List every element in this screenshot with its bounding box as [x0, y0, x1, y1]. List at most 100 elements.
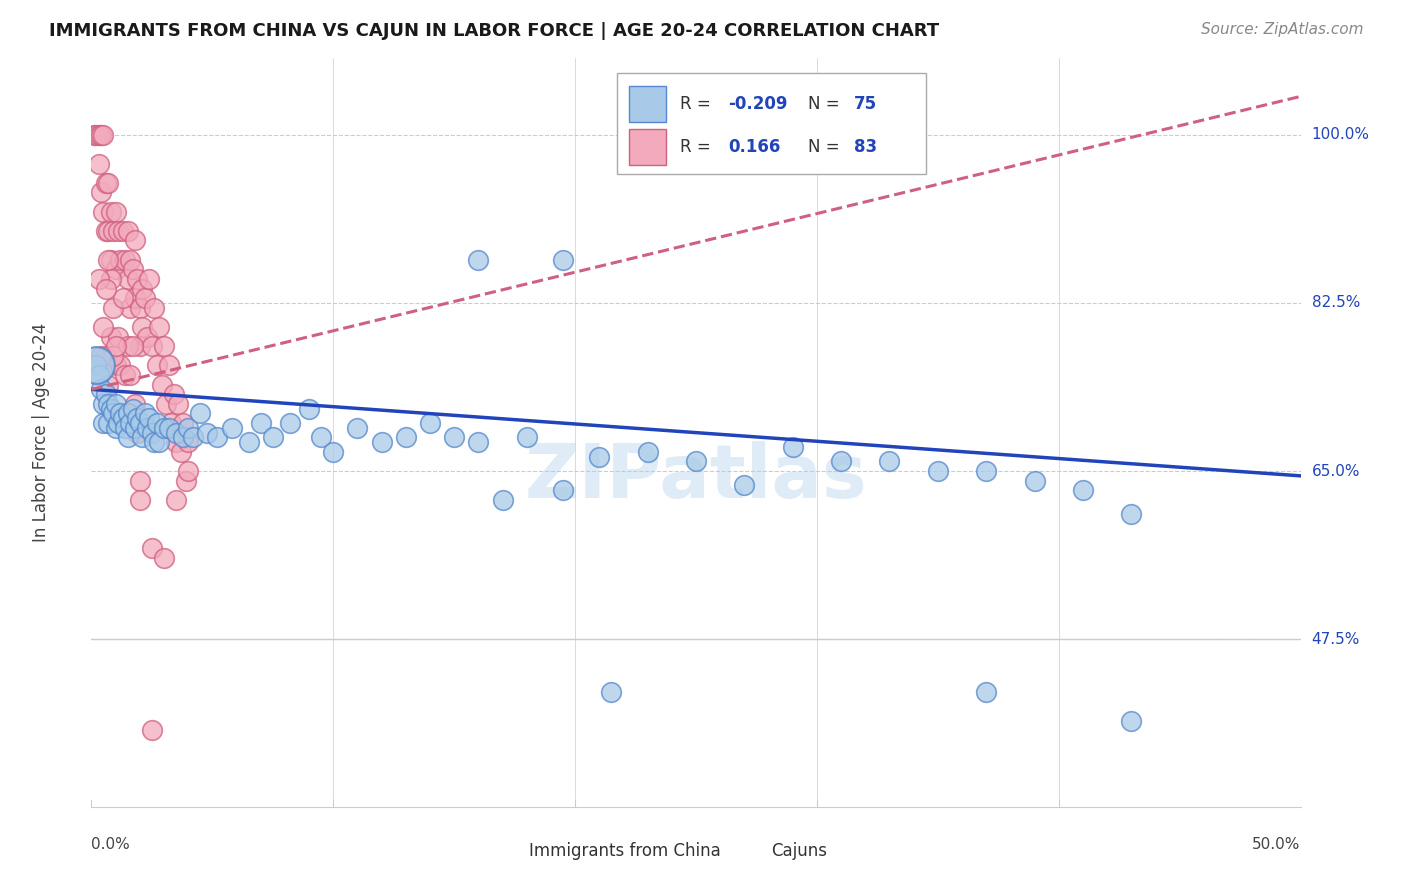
Text: 0.0%: 0.0% — [91, 838, 131, 852]
Point — [491, 492, 513, 507]
Point — [1121, 714, 1143, 728]
Point — [110, 406, 132, 420]
Point — [94, 349, 117, 363]
Point — [104, 204, 127, 219]
Point — [101, 224, 124, 238]
Point — [110, 252, 132, 267]
Text: Cajuns: Cajuns — [770, 842, 827, 860]
FancyBboxPatch shape — [496, 841, 523, 860]
Point — [136, 329, 159, 343]
Point — [172, 430, 194, 444]
Point — [150, 377, 173, 392]
Point — [128, 301, 150, 315]
Point — [100, 329, 122, 343]
Point — [128, 474, 150, 488]
Point — [94, 224, 117, 238]
Point — [128, 416, 150, 430]
Point — [127, 272, 149, 286]
Point — [87, 156, 110, 170]
Point — [134, 406, 156, 420]
Point — [128, 492, 150, 507]
Point — [101, 406, 124, 420]
Point — [170, 445, 193, 459]
Bar — [617, 73, 925, 174]
Point — [90, 383, 112, 397]
Point — [101, 301, 124, 315]
Point — [974, 685, 997, 699]
Point — [131, 320, 153, 334]
Point — [131, 430, 153, 444]
Text: 0.166: 0.166 — [728, 138, 780, 156]
Point — [148, 320, 170, 334]
Point — [1121, 508, 1143, 522]
Point — [104, 339, 127, 353]
Point — [782, 440, 804, 454]
Point — [131, 281, 153, 295]
Point — [145, 359, 167, 373]
Text: 82.5%: 82.5% — [1312, 295, 1360, 310]
Text: 100.0%: 100.0% — [1312, 128, 1369, 143]
Point — [138, 411, 160, 425]
Point — [322, 445, 344, 459]
Point — [830, 454, 852, 468]
Point — [84, 359, 107, 373]
Point — [177, 464, 200, 478]
Point — [111, 224, 134, 238]
Point — [134, 291, 156, 305]
Point — [93, 320, 115, 334]
Point — [197, 425, 219, 440]
Point — [157, 421, 180, 435]
FancyBboxPatch shape — [738, 841, 765, 860]
Point — [104, 359, 127, 373]
Point — [172, 416, 194, 430]
Point — [117, 339, 139, 353]
Point — [100, 272, 122, 286]
Text: -0.209: -0.209 — [728, 95, 789, 112]
Text: 75: 75 — [855, 95, 877, 112]
Point — [249, 416, 271, 430]
Point — [160, 416, 183, 430]
Point — [104, 262, 127, 277]
Point — [637, 445, 659, 459]
Point — [1071, 483, 1094, 498]
Point — [153, 421, 176, 435]
FancyBboxPatch shape — [630, 86, 665, 121]
Point — [94, 281, 117, 295]
Point — [145, 416, 167, 430]
Point — [111, 291, 134, 305]
Point — [117, 406, 139, 420]
Point — [124, 291, 146, 305]
Text: IMMIGRANTS FROM CHINA VS CAJUN IN LABOR FORCE | AGE 20-24 CORRELATION CHART: IMMIGRANTS FROM CHINA VS CAJUN IN LABOR … — [49, 22, 939, 40]
Point — [97, 377, 120, 392]
Text: R =: R = — [681, 138, 711, 156]
Point — [111, 411, 134, 425]
Point — [114, 252, 136, 267]
Point — [370, 435, 392, 450]
Point — [181, 430, 204, 444]
Point — [120, 416, 142, 430]
Point — [127, 411, 149, 425]
Point — [94, 176, 117, 190]
Point — [124, 397, 146, 411]
Point — [114, 368, 136, 382]
Point — [100, 401, 122, 416]
Point — [100, 204, 122, 219]
Point — [177, 435, 200, 450]
Text: Source: ZipAtlas.com: Source: ZipAtlas.com — [1201, 22, 1364, 37]
Point — [120, 301, 142, 315]
Point — [1024, 474, 1046, 488]
Point — [148, 435, 170, 450]
Point — [309, 430, 332, 444]
Point — [114, 421, 136, 435]
Text: In Labor Force | Age 20-24: In Labor Force | Age 20-24 — [31, 323, 49, 542]
Point — [107, 329, 129, 343]
Point — [117, 430, 139, 444]
Point — [879, 454, 901, 468]
Point — [974, 464, 997, 478]
Point — [84, 128, 107, 142]
Text: 47.5%: 47.5% — [1312, 632, 1360, 647]
Point — [927, 464, 949, 478]
Point — [127, 425, 149, 440]
Point — [143, 435, 166, 450]
Text: 50.0%: 50.0% — [1253, 838, 1301, 852]
